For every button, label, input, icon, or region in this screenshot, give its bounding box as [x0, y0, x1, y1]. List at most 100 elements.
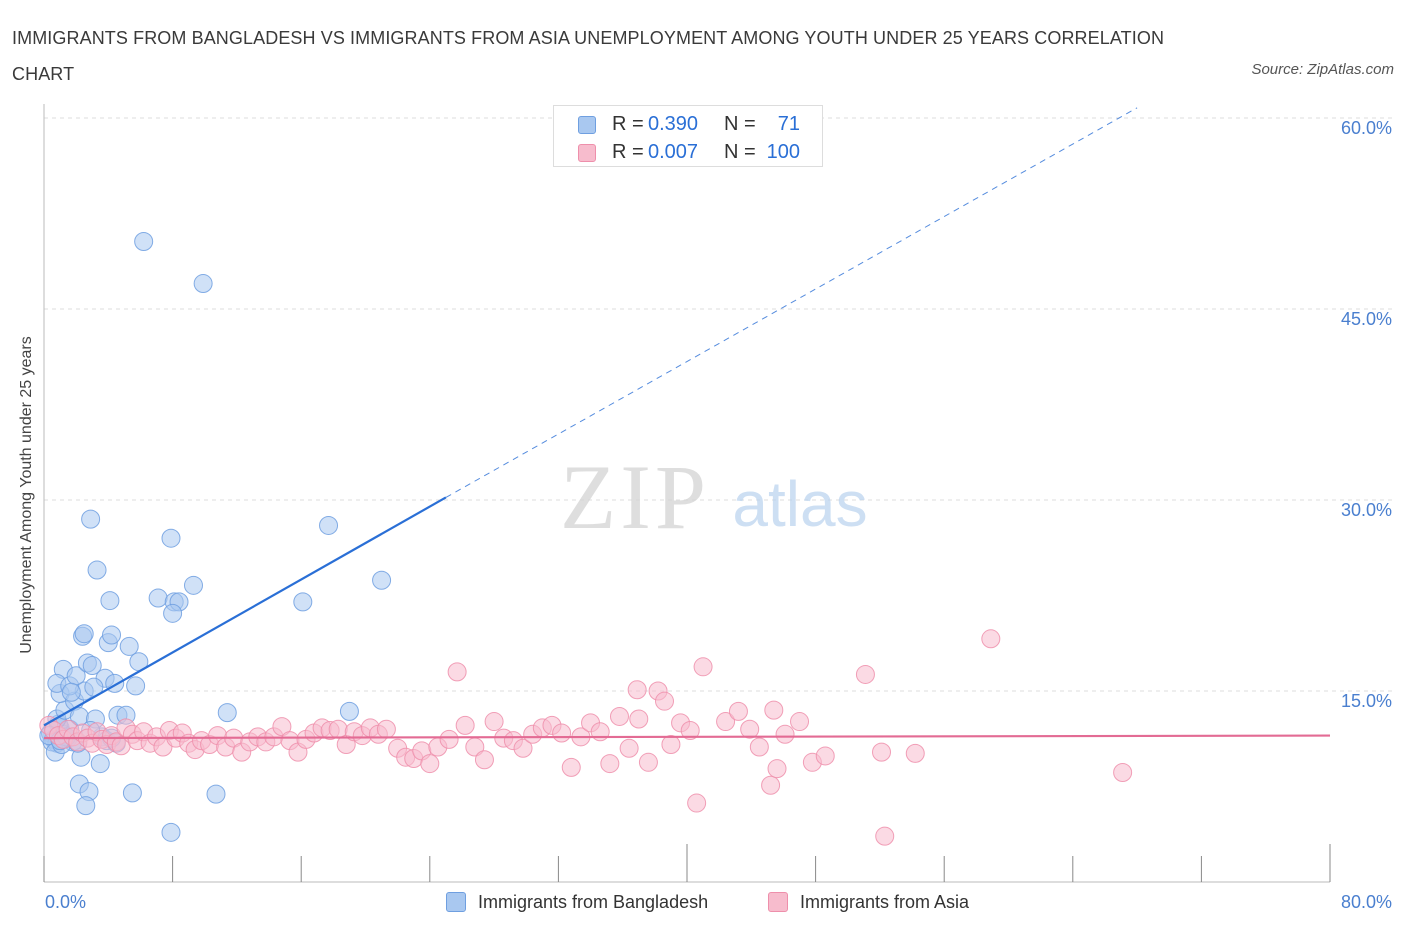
y-tick-label: 30.0% [1341, 500, 1392, 520]
point-asia [420, 754, 440, 774]
point-asia [561, 757, 581, 777]
point-asia [716, 712, 736, 732]
point-asia [767, 759, 787, 779]
r-value: 0.390 [648, 113, 699, 135]
point-asia [790, 712, 810, 732]
x-tick-label: 0.0% [45, 892, 86, 912]
point-bangladesh [87, 560, 107, 580]
point-bangladesh [293, 592, 313, 612]
point-bangladesh [100, 591, 120, 611]
legend-swatch-asia [578, 144, 596, 162]
point-asia [484, 712, 504, 732]
y-tick-label: 15.0% [1341, 691, 1392, 711]
point-asia [609, 706, 629, 726]
point-bangladesh [76, 796, 96, 816]
point-bangladesh [372, 570, 392, 590]
trendline-asia [43, 734, 1331, 740]
point-asia [627, 680, 647, 700]
tick-labels: 15.0% 30.0% 45.0% 60.0% 0.0% 80.0% [45, 118, 1392, 912]
point-asia [693, 657, 713, 677]
point-bangladesh [61, 682, 81, 702]
point-asia [905, 743, 925, 763]
point-bangladesh [339, 701, 359, 721]
point-asia [474, 750, 494, 770]
point-asia [687, 793, 707, 813]
point-bangladesh [193, 274, 213, 294]
point-asia [439, 729, 459, 749]
source-label: Source: ZipAtlas.com [1251, 61, 1394, 78]
point-bangladesh [217, 703, 237, 723]
point-bangladesh [122, 783, 142, 803]
point-asia [875, 826, 895, 846]
watermark-zip: ZIP [560, 446, 710, 548]
point-asia [661, 734, 681, 754]
point-bangladesh [82, 656, 102, 676]
point-bangladesh [161, 528, 181, 548]
point-asia [629, 709, 649, 729]
point-asia [764, 700, 784, 720]
trend-lines [43, 107, 1331, 740]
legend-swatch-bangladesh [446, 892, 466, 912]
point-bangladesh [319, 515, 339, 535]
y-tick-label: 60.0% [1341, 118, 1392, 138]
point-asia [749, 737, 769, 757]
point-asia [1113, 762, 1133, 782]
point-asia [654, 691, 674, 711]
point-bangladesh [134, 232, 154, 252]
legend-item-bangladesh[interactable]: Immigrants from Bangladesh [446, 889, 746, 915]
data-points [39, 232, 1133, 846]
point-asia [775, 724, 795, 744]
point-asia [761, 775, 781, 795]
point-asia [815, 746, 835, 766]
watermark-atlas: atlas [732, 468, 867, 540]
legend-item-asia[interactable]: Immigrants from Asia [768, 889, 1008, 915]
correlation-legend: R = 0.390 N = 71 R = 0.007 N = 100 [553, 105, 823, 167]
point-asia [619, 738, 639, 758]
point-asia [600, 754, 620, 774]
axes [43, 104, 1331, 883]
point-bangladesh [163, 603, 183, 623]
point-bangladesh [206, 784, 226, 804]
legend-label-bangladesh: Immigrants from Bangladesh [478, 892, 709, 912]
point-bangladesh [183, 575, 203, 595]
legend-row-bangladesh: R = 0.390 N = 71 [554, 110, 822, 138]
point-bangladesh [161, 822, 181, 842]
point-asia [855, 664, 875, 684]
point-asia [680, 720, 700, 740]
r-label: R = [612, 141, 644, 163]
point-asia [728, 701, 748, 721]
point-bangladesh [90, 754, 110, 774]
series-legend: Immigrants from Bangladesh Immigrants fr… [0, 889, 1406, 915]
point-asia [447, 662, 467, 682]
chart-title: IMMIGRANTS FROM BANGLADESH VS IMMIGRANTS… [12, 28, 1165, 84]
trendline-bangladesh-extrapolated [445, 107, 1138, 498]
n-value: 100 [766, 141, 800, 163]
trendline-bangladesh [43, 496, 447, 727]
legend-swatch-asia [768, 892, 788, 912]
r-value: 0.007 [648, 141, 699, 163]
point-asia [376, 719, 396, 739]
point-bangladesh [102, 625, 122, 645]
point-asia [638, 752, 658, 772]
y-tick-label: 45.0% [1341, 309, 1392, 329]
point-asia [455, 715, 475, 735]
point-asia [552, 723, 572, 743]
grid [44, 117, 1392, 692]
point-bangladesh [148, 588, 168, 608]
point-asia [513, 738, 533, 758]
r-label: R = [612, 113, 644, 135]
point-bangladesh [126, 676, 146, 696]
point-asia [740, 719, 760, 739]
point-asia [872, 742, 892, 762]
n-label: N = [724, 113, 756, 135]
point-bangladesh [119, 636, 139, 656]
legend-label-asia: Immigrants from Asia [800, 892, 970, 912]
point-bangladesh [81, 509, 101, 529]
n-label: N = [724, 141, 756, 163]
point-asia [981, 629, 1001, 649]
x-tick-label: 80.0% [1341, 892, 1392, 912]
n-value: 71 [777, 113, 800, 135]
legend-row-asia: R = 0.007 N = 100 [554, 138, 822, 166]
point-bangladesh [74, 624, 94, 644]
